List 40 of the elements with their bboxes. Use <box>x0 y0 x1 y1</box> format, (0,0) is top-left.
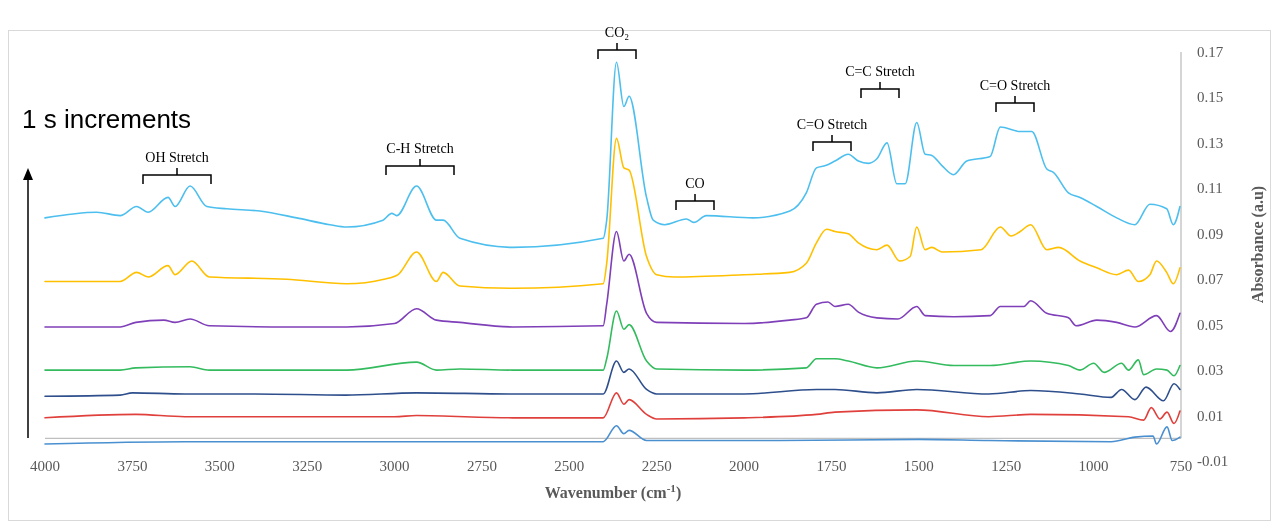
annotation: CO <box>685 176 705 191</box>
x-tick-label: 2250 <box>641 458 672 474</box>
text: CO₂ <box>604 25 630 40</box>
y-tick-label: 0.17 <box>1197 44 1224 60</box>
y-tick-label: 0.13 <box>1197 134 1224 151</box>
line-series <box>44 230 1181 333</box>
y-tick-label: -0.01 <box>1197 453 1229 469</box>
x-tick-label: 3750 <box>117 458 148 474</box>
y-tick-label: 0.05 <box>1197 316 1224 333</box>
annotation: 1 s increments <box>22 104 192 134</box>
x-tick-label: 2500 <box>554 458 585 474</box>
line-series <box>44 360 1181 402</box>
y-tick-label: 0.07 <box>1197 271 1224 288</box>
line-series <box>44 61 1181 249</box>
x-tick-label: 1750 <box>816 458 847 474</box>
x-tick-label: 1500 <box>903 458 934 474</box>
annotation: C=O Stretch <box>979 78 1051 93</box>
y-tick-label: 0.09 <box>1197 225 1224 242</box>
x-tick-label: 3500 <box>204 458 235 474</box>
line-series <box>44 392 1181 425</box>
annotation: C-H Stretch <box>386 141 454 156</box>
x-tick-label: 3250 <box>292 458 323 474</box>
x-tick-label: 3000 <box>379 458 410 474</box>
x-axis-title: Wavenumber (cm$^{-1}$) <box>544 482 682 502</box>
y-tick-label: 0.15 <box>1197 89 1224 106</box>
y-tick-label: 0.03 <box>1197 362 1224 379</box>
y-tick-label: 0.11 <box>1197 180 1223 197</box>
x-tick-label: 750 <box>1169 458 1193 474</box>
annotation: OH Stretch <box>145 150 209 165</box>
x-tick-label: 2750 <box>466 458 497 474</box>
line-series <box>44 310 1181 377</box>
annotation: C=O Stretch <box>796 117 868 132</box>
y-tick-label: 0.01 <box>1197 407 1224 424</box>
y-axis-title: Absorbance (a.u) <box>1249 185 1267 304</box>
x-tick-label: 4000 <box>30 458 60 474</box>
x-tick-label: 2000 <box>729 458 760 474</box>
x-tick-label: 1000 <box>1078 458 1109 474</box>
x-tick-label: 1250 <box>991 458 1022 474</box>
annotation: C=C Stretch <box>845 64 915 79</box>
line-series <box>44 137 1181 290</box>
